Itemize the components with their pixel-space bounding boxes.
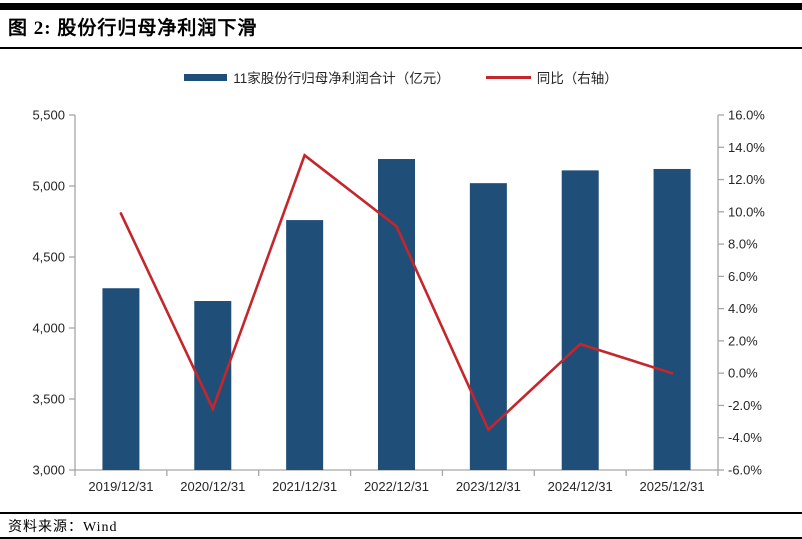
y-left-tick-label: 5,500 <box>32 108 65 123</box>
y-left-tick-label: 3,500 <box>32 392 65 407</box>
x-tick-label: 2021/12/31 <box>272 479 337 494</box>
bar-series-swatch <box>184 73 228 81</box>
x-tick-label: 2023/12/31 <box>456 479 521 494</box>
legend-item-bar-series: 11家股份行归母净利润合计（亿元） <box>184 67 450 87</box>
chart-legend: 11家股份行归母净利润合计（亿元） 同比（右轴） <box>0 67 802 87</box>
y-right-tick-label: -2.0% <box>728 398 762 413</box>
y-right-tick-label: 6.0% <box>728 269 758 284</box>
y-right-tick-label: -4.0% <box>728 430 762 445</box>
bottom-divider <box>0 537 802 539</box>
y-right-tick-label: 8.0% <box>728 237 758 252</box>
title-divider <box>0 47 802 49</box>
x-tick-label: 2019/12/31 <box>88 479 153 494</box>
y-left-tick-label: 4,500 <box>32 250 65 265</box>
line-series-label: 同比（右轴） <box>536 71 618 86</box>
bar-series-label: 11家股份行归母净利润合计（亿元） <box>233 71 450 86</box>
y-left-tick-label: 4,000 <box>32 321 65 336</box>
y-right-tick-label: 14.0% <box>728 140 765 155</box>
y-left-tick-label: 3,000 <box>32 463 65 478</box>
y-right-tick-label: 0.0% <box>728 366 758 381</box>
yoy-line <box>119 153 674 432</box>
top-divider <box>0 3 802 10</box>
x-tick-label: 2025/12/31 <box>640 479 705 494</box>
bar <box>194 301 232 470</box>
bar <box>102 288 140 470</box>
y-right-tick-label: 16.0% <box>728 108 765 123</box>
y-right-tick-label: 2.0% <box>728 333 758 348</box>
x-tick-label: 2020/12/31 <box>180 479 245 494</box>
bar <box>378 159 415 470</box>
line-series-swatch <box>485 75 531 79</box>
bar <box>561 170 599 470</box>
bar <box>653 168 691 470</box>
bar-line-chart: 3,000 3,500 4,000 4,500 5,000 5,500 -6.0% -4.0%… <box>32 108 765 495</box>
y-right-tick-label: -6.0% <box>728 463 762 478</box>
bar <box>286 220 324 470</box>
y-left-tick-label: 5,000 <box>32 179 65 194</box>
y-right-tick-label: 12.0% <box>728 172 765 187</box>
figure-title: 图 2: 股份行归母净利润下滑 <box>8 18 258 39</box>
y-right-tick-label: 4.0% <box>728 301 758 316</box>
bar <box>469 183 507 470</box>
legend-item-line-series: 同比（右轴） <box>485 67 618 87</box>
x-tick-label: 2024/12/31 <box>548 479 613 494</box>
x-tick-label: 2022/12/31 <box>364 479 429 494</box>
source-note: 资料来源：Wind <box>8 520 118 535</box>
source-divider <box>0 512 802 514</box>
y-right-tick-label: 10.0% <box>728 204 765 219</box>
